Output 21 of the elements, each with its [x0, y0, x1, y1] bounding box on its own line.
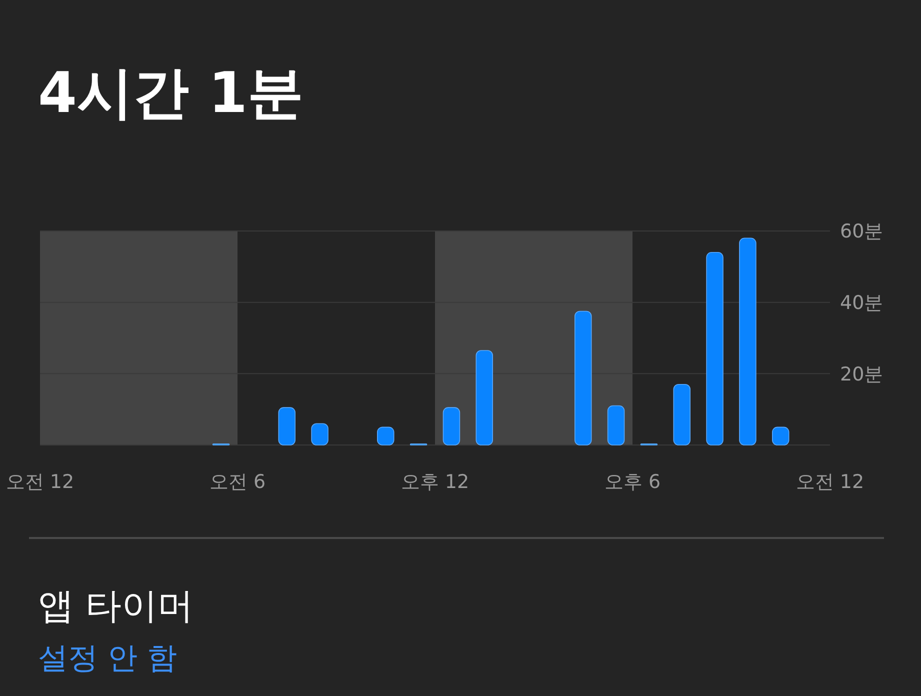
bar: [376, 426, 394, 446]
bar: [706, 252, 724, 446]
bar: [574, 310, 592, 446]
x-tick-label: 오후 6: [604, 471, 661, 493]
y-tick-label: 40분: [840, 292, 884, 314]
text: 앱 타이머: [38, 586, 194, 627]
x-tick-label: 오전 12: [6, 471, 74, 493]
bar: [772, 426, 790, 446]
bar: [278, 407, 296, 446]
y-tick-label: 20분: [840, 363, 884, 386]
x-tick-label: 오후 12: [400, 471, 470, 493]
bar: [739, 238, 756, 446]
x-tick-label: 오전 6: [209, 471, 266, 493]
y-tick-label: 60분: [840, 220, 884, 243]
bar: [442, 407, 460, 446]
bar: [311, 423, 328, 446]
chart-title: 4시간 1분: [38, 61, 304, 126]
text: 설정 안 함: [38, 641, 178, 676]
bar: [607, 405, 625, 446]
bar: [673, 384, 691, 446]
bar: [476, 350, 494, 446]
